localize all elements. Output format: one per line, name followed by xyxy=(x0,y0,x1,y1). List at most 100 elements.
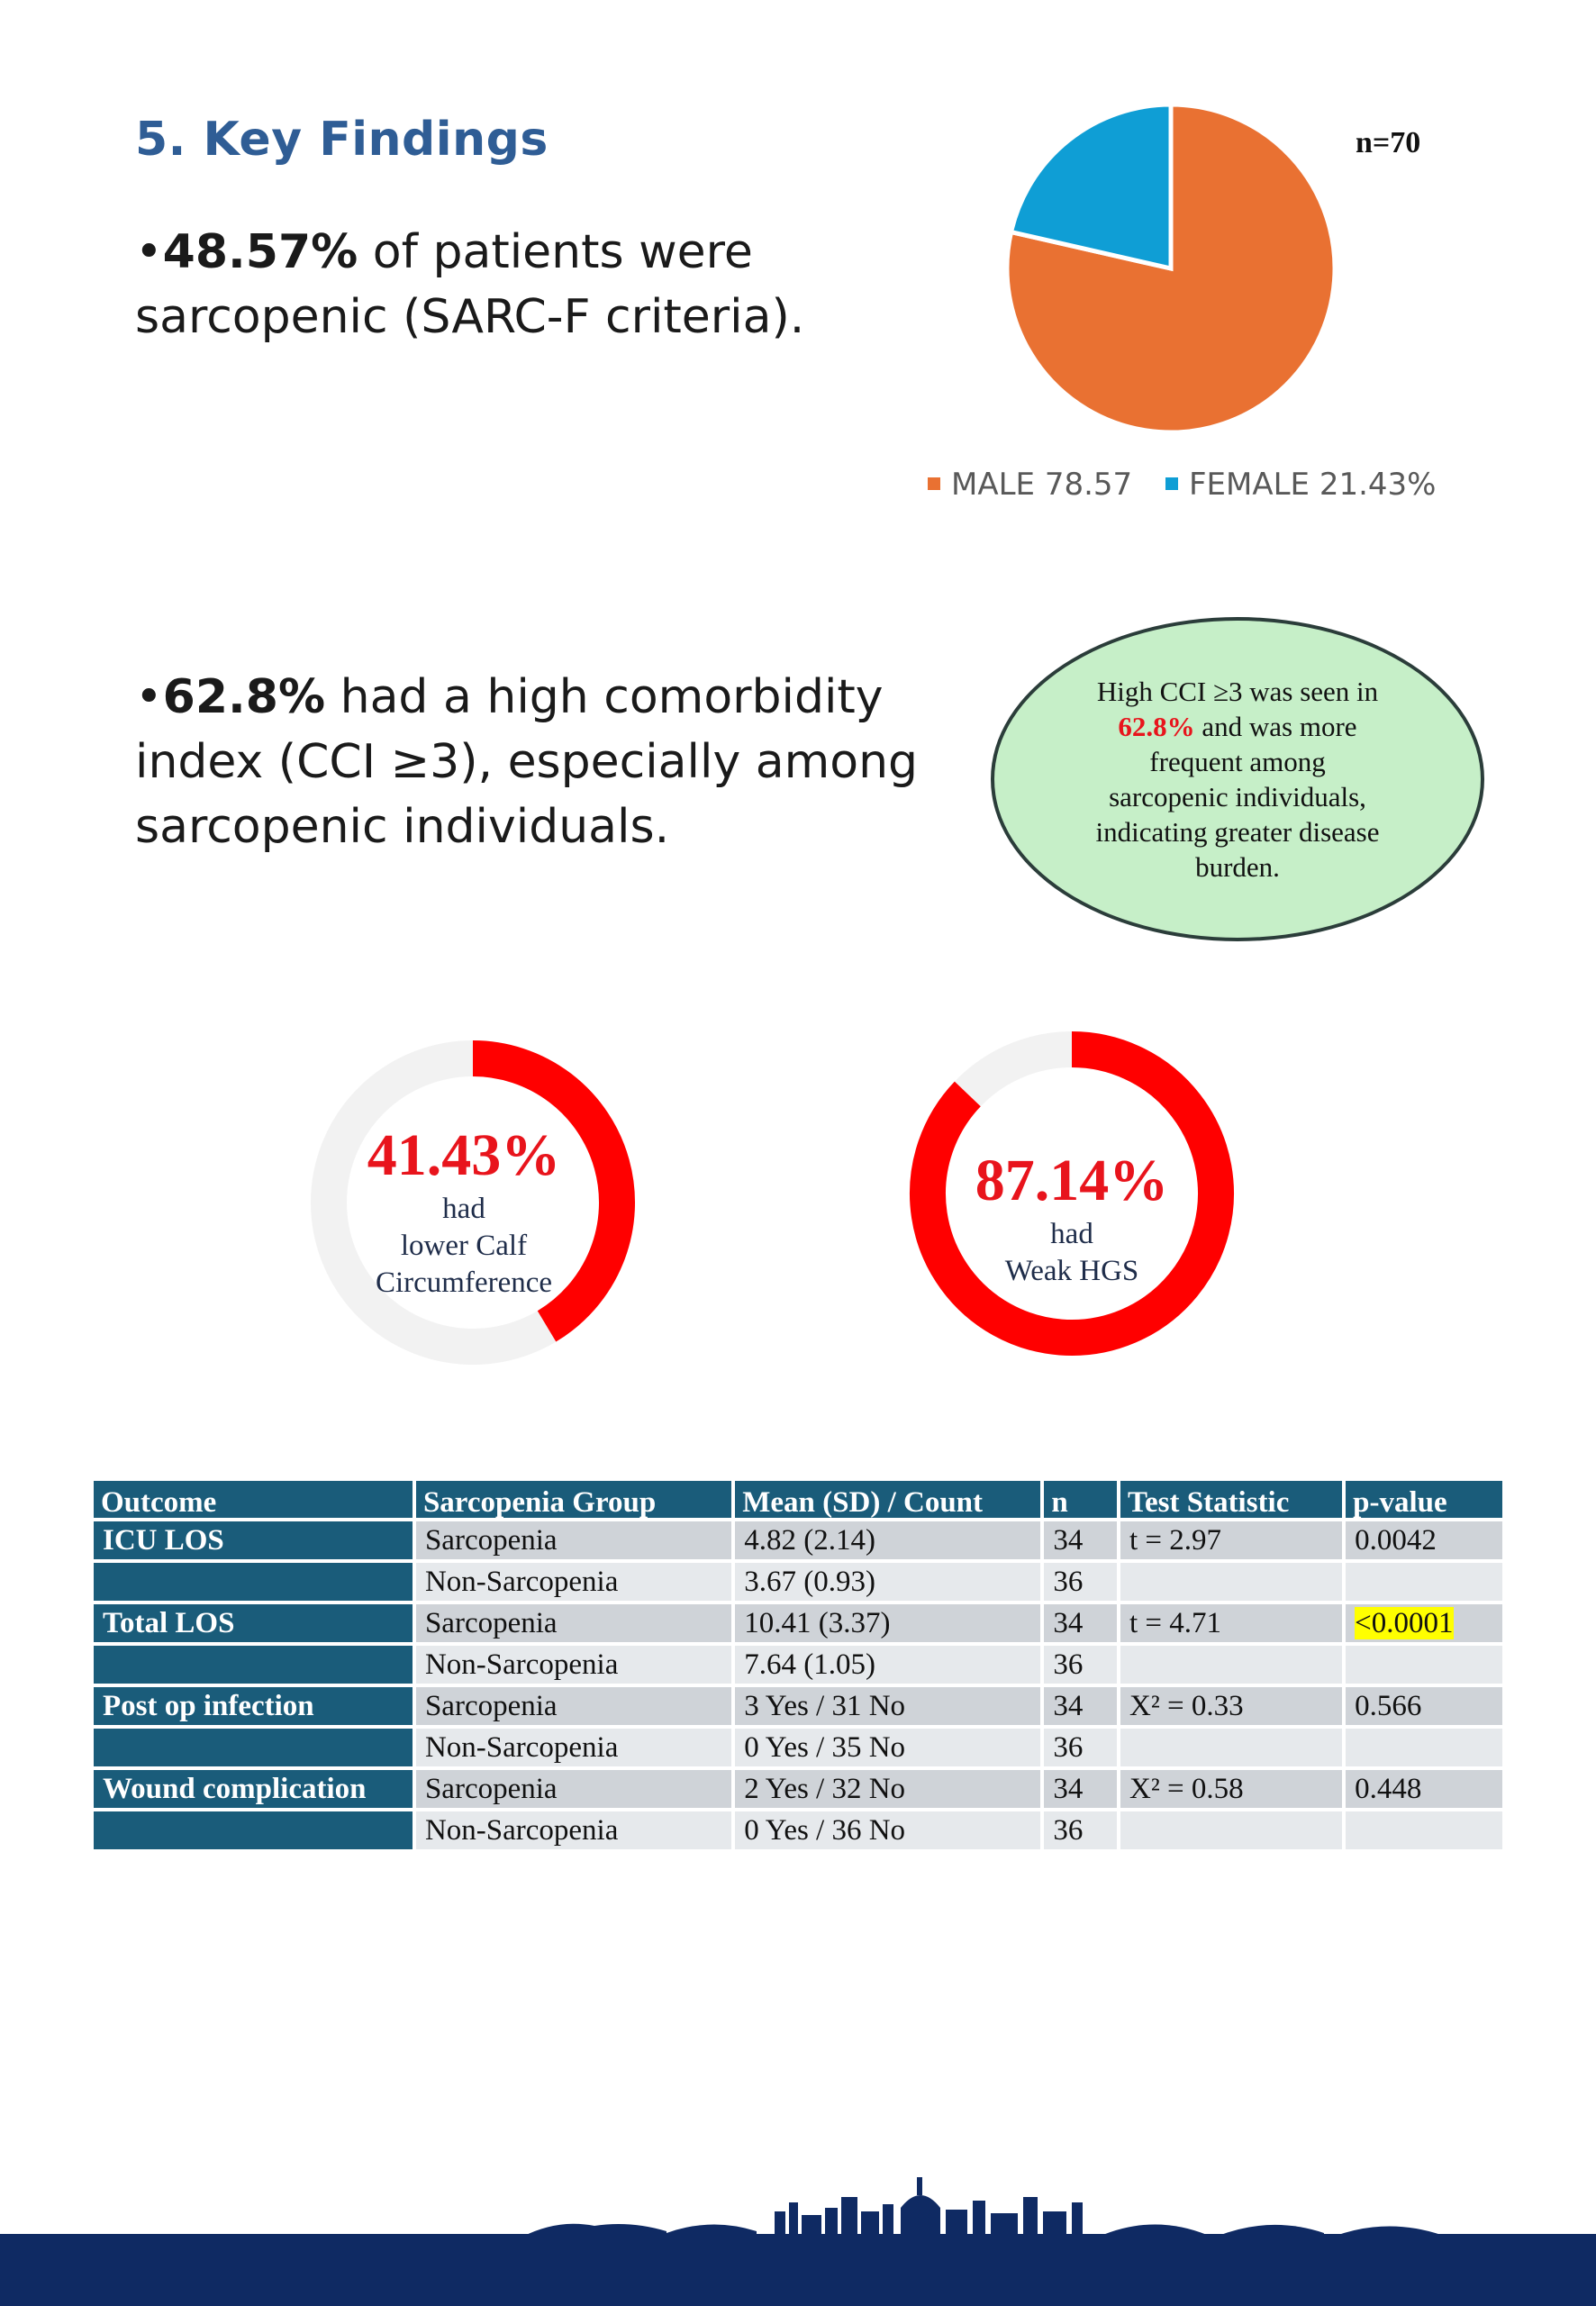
finding-sarcopenia: •48.57% of patients were sarcopenic (SAR… xyxy=(135,220,856,350)
hgs-donut-label: 87.14% had Weak HGS xyxy=(937,1146,1207,1290)
cell-group: Non-Sarcopenia xyxy=(415,1563,732,1601)
table-row: Non-Sarcopenia 0 Yes / 36 No 36 xyxy=(94,1811,1502,1849)
finding-2-text: had a high comorbidity index (CCI ≥3), e… xyxy=(135,670,919,854)
cell-test-statistic: t = 2.97 xyxy=(1120,1521,1343,1559)
cell-group: Sarcopenia xyxy=(415,1770,732,1808)
cell-outcome xyxy=(94,1729,413,1766)
header-mean: Mean (SD) / Count xyxy=(735,1481,1041,1518)
pie-sample-size: n=70 xyxy=(1356,126,1421,159)
callout-line1: High CCI ≥3 was seen in xyxy=(1096,676,1379,707)
header-n: n xyxy=(1044,1481,1118,1518)
cell-mean: 10.41 (3.37) xyxy=(735,1604,1041,1642)
cell-n: 34 xyxy=(1044,1687,1118,1725)
finding-1-text: of patients were sarcopenic (SARC-F crit… xyxy=(135,225,805,344)
header-test-statistic: Test Statistic xyxy=(1120,1481,1343,1518)
hgs-donut-chart xyxy=(910,1031,1234,1356)
cell-p-value: 0.448 xyxy=(1346,1770,1502,1808)
cell-group: Sarcopenia xyxy=(415,1687,732,1725)
table-row: Non-Sarcopenia 3.67 (0.93) 36 xyxy=(94,1563,1502,1601)
section-title: 5. Key Findings xyxy=(135,113,549,167)
cell-test-statistic xyxy=(1120,1563,1343,1601)
pie-legend: MALE 78.57 FEMALE 21.43% xyxy=(928,467,1460,503)
calf-line2: lower Calf xyxy=(400,1230,528,1262)
cell-n: 36 xyxy=(1044,1646,1118,1684)
hgs-donut-value-arc xyxy=(910,1031,1234,1356)
hgs-line1: had xyxy=(1050,1218,1093,1250)
cell-group: Non-Sarcopenia xyxy=(415,1729,732,1766)
legend-label-male: MALE 78.57 xyxy=(951,467,1133,503)
cell-test-statistic: X² = 0.58 xyxy=(1120,1770,1343,1808)
cell-test-statistic: t = 4.71 xyxy=(1120,1604,1343,1642)
finding-1-highlight: 48.57% xyxy=(162,225,358,279)
cell-test-statistic xyxy=(1120,1646,1343,1684)
cell-mean: 0 Yes / 35 No xyxy=(735,1729,1041,1766)
cell-mean: 3.67 (0.93) xyxy=(735,1563,1041,1601)
legend-label-female: FEMALE 21.43% xyxy=(1188,467,1437,503)
cell-n: 34 xyxy=(1044,1604,1118,1642)
callout-line2: and was more frequent among sarcopenic i… xyxy=(1095,711,1380,883)
header-outcome: Outcome xyxy=(94,1481,413,1518)
cell-n: 34 xyxy=(1044,1521,1118,1559)
cell-mean: 0 Yes / 36 No xyxy=(735,1811,1041,1849)
table-header-row: Outcome Sarcopenia Group Mean (SD) / Cou… xyxy=(94,1481,1502,1518)
cell-p-value xyxy=(1346,1563,1502,1601)
finding-1-bullet: • xyxy=(135,225,163,279)
hgs-percent: 87.14% xyxy=(975,1148,1169,1213)
calf-donut-chart xyxy=(311,1040,635,1365)
cell-mean: 7.64 (1.05) xyxy=(735,1646,1041,1684)
calf-percent: 41.43% xyxy=(367,1122,561,1188)
cell-group: Non-Sarcopenia xyxy=(415,1646,732,1684)
cell-outcome: Wound complication xyxy=(94,1770,413,1808)
cell-outcome xyxy=(94,1811,413,1849)
cell-group: Sarcopenia xyxy=(415,1604,732,1642)
legend-swatch-male xyxy=(928,477,940,490)
footer-band xyxy=(0,2234,1596,2306)
finding-comorbidity: •62.8% had a high comorbidity index (CCI… xyxy=(135,665,946,859)
cell-n: 36 xyxy=(1044,1729,1118,1766)
hgs-line2: Weak HGS xyxy=(1004,1255,1139,1287)
cell-outcome xyxy=(94,1646,413,1684)
table-row: Total LOS Sarcopenia 10.41 (3.37) 34 t =… xyxy=(94,1604,1502,1642)
cell-mean: 2 Yes / 32 No xyxy=(735,1770,1041,1808)
outcomes-table: Outcome Sarcopenia Group Mean (SD) / Cou… xyxy=(90,1477,1506,1853)
calf-line3: Circumference xyxy=(375,1266,553,1299)
cell-outcome: Total LOS xyxy=(94,1604,413,1642)
legend-item-female: FEMALE 21.43% xyxy=(1165,467,1437,503)
cell-p-value xyxy=(1346,1729,1502,1766)
city-skyline-graphic xyxy=(522,2177,1441,2237)
table-row: Wound complication Sarcopenia 2 Yes / 32… xyxy=(94,1770,1502,1808)
calf-line1: had xyxy=(442,1193,485,1225)
cell-mean: 3 Yes / 31 No xyxy=(735,1687,1041,1725)
cell-n: 34 xyxy=(1044,1770,1118,1808)
cell-mean: 4.82 (2.14) xyxy=(735,1521,1041,1559)
cell-p-value: 0.0042 xyxy=(1346,1521,1502,1559)
gender-pie-chart xyxy=(1004,102,1338,435)
callout-text: High CCI ≥3 was seen in 62.8% and was mo… xyxy=(1089,674,1386,885)
finding-2-highlight: 62.8% xyxy=(162,670,326,724)
table-row: Non-Sarcopenia 7.64 (1.05) 36 xyxy=(94,1646,1502,1684)
cell-p-value xyxy=(1346,1646,1502,1684)
cell-p-value xyxy=(1346,1811,1502,1849)
finding-2-bullet: • xyxy=(135,670,163,724)
cell-outcome: Post op infection xyxy=(94,1687,413,1725)
cell-n: 36 xyxy=(1044,1563,1118,1601)
cell-test-statistic xyxy=(1120,1729,1343,1766)
table-row: ICU LOS Sarcopenia 4.82 (2.14) 34 t = 2.… xyxy=(94,1521,1502,1559)
legend-item-male: MALE 78.57 xyxy=(928,467,1132,503)
legend-swatch-female xyxy=(1165,477,1178,490)
cell-group: Non-Sarcopenia xyxy=(415,1811,732,1849)
calf-donut-value-arc xyxy=(472,1040,635,1342)
highlighted-p-value: <0.0001 xyxy=(1355,1607,1454,1639)
cci-callout: High CCI ≥3 was seen in 62.8% and was mo… xyxy=(991,617,1484,941)
cell-n: 36 xyxy=(1044,1811,1118,1849)
pie-slice-female xyxy=(1008,102,1174,272)
header-group: Sarcopenia Group xyxy=(415,1481,732,1518)
table-row: Post op infection Sarcopenia 3 Yes / 31 … xyxy=(94,1687,1502,1725)
cell-p-value: <0.0001 xyxy=(1346,1604,1502,1642)
cell-test-statistic xyxy=(1120,1811,1343,1849)
calf-donut-label: 41.43% had lower Calf Circumference xyxy=(324,1121,603,1302)
table-row: Non-Sarcopenia 0 Yes / 35 No 36 xyxy=(94,1729,1502,1766)
cell-test-statistic: X² = 0.33 xyxy=(1120,1687,1343,1725)
cell-group: Sarcopenia xyxy=(415,1521,732,1559)
callout-highlight: 62.8% xyxy=(1118,711,1195,742)
